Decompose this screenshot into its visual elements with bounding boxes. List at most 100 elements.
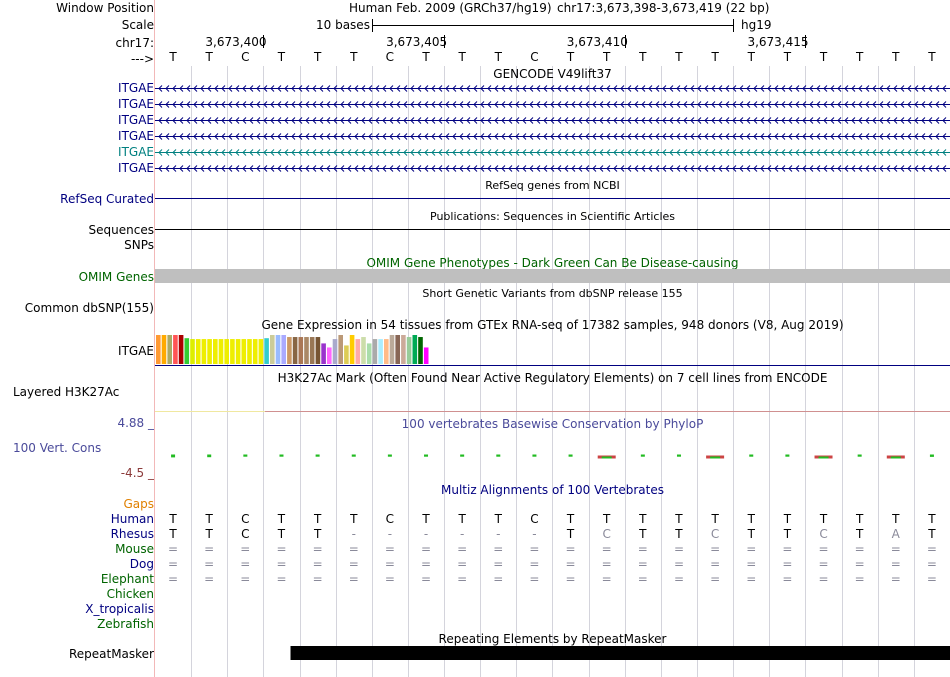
- alignment-base: =: [710, 542, 721, 556]
- gtex-tissue-bar: [406, 337, 412, 364]
- alignment-base: C: [241, 512, 250, 526]
- gtex-tissue-bar: [207, 339, 212, 364]
- base-letter: T: [747, 50, 755, 64]
- dbsnp-track-label[interactable]: Common dbSNP(155): [24, 301, 154, 315]
- gtex-tissue-bar: [156, 335, 161, 364]
- gencode-label-3[interactable]: ITGAE: [118, 113, 154, 127]
- base-letter: T: [892, 50, 900, 64]
- gencode-track-title[interactable]: GENCODE V49lift37: [493, 67, 612, 81]
- gtex-tissue-bar: [218, 339, 224, 364]
- gencode-label-1[interactable]: ITGAE: [118, 81, 154, 95]
- alignment-base: C: [819, 527, 828, 541]
- snps-label[interactable]: SNPs: [124, 238, 154, 252]
- alignment-base: T: [783, 527, 792, 541]
- phylop-track-label[interactable]: 100 Vert. Cons: [13, 441, 102, 455]
- track-label-column: Window Position Scale chr17: ---> ITGAE …: [0, 0, 154, 677]
- track-data-area[interactable]: Human Feb. 2009 (GRCh37/hg19) chr17:3,67…: [155, 0, 950, 677]
- alignment-base: T: [422, 512, 430, 526]
- alignment-base: T: [458, 512, 466, 526]
- gtex-tissue-bar: [332, 339, 338, 364]
- base-letter: T: [603, 50, 611, 64]
- gtex-tissue-bar: [281, 335, 286, 364]
- phylop-score-mark: [496, 454, 501, 457]
- omim-track-title[interactable]: OMIM Gene Phenotypes - Dark Green Can Be…: [366, 256, 739, 270]
- alignment-base: T: [855, 512, 864, 526]
- phylop-track-title[interactable]: 100 vertebrates Basewise Conservation by…: [401, 417, 704, 431]
- refseq-track-title[interactable]: RefSeq genes from NCBI: [485, 179, 620, 192]
- alignment-base: T: [169, 527, 177, 541]
- gencode-strand-arrows: [158, 149, 947, 156]
- alignment-base: T: [783, 512, 792, 526]
- publications-track-label[interactable]: Sequences: [88, 223, 154, 237]
- phylop-score-mark: [601, 456, 612, 459]
- alignment-base: C: [385, 512, 395, 526]
- phylop-score-mark: [315, 454, 320, 457]
- gtex-track-title[interactable]: Gene Expression in 54 tissues from GTEx …: [261, 318, 844, 332]
- alignment-base: T: [205, 527, 213, 541]
- alignment-base: =: [746, 572, 757, 586]
- phylop-score-mark: [460, 454, 465, 457]
- alignment-base: =: [312, 542, 323, 556]
- repeatmasker-track-title[interactable]: Repeating Elements by RepeatMasker: [438, 632, 667, 646]
- h3k27ac-track-label[interactable]: Layered H3K27Ac: [13, 385, 120, 399]
- gtex-tissue-bar: [327, 347, 332, 364]
- gencode-strand-arrows: [158, 165, 947, 172]
- base-letter: C: [241, 50, 250, 64]
- phylop-score-mark: [207, 454, 212, 458]
- species-label-elephant: Elephant: [100, 572, 154, 586]
- alignment-base: =: [818, 557, 829, 571]
- alignment-base: =: [926, 572, 937, 586]
- base-letter: T: [675, 50, 683, 64]
- gtex-tissue-bar: [201, 339, 207, 364]
- gtex-tissue-bar: [264, 338, 269, 364]
- phylop-score-mark: [676, 454, 681, 457]
- alignment-base: =: [565, 572, 576, 586]
- track-graphics: [155, 19, 950, 660]
- repeatmasker-track-label[interactable]: RepeatMasker: [68, 647, 154, 661]
- gtex-tissue-bar: [344, 345, 349, 364]
- dbsnp-track-title[interactable]: Short Genetic Variants from dbSNP releas…: [422, 287, 683, 300]
- h3k27ac-track-title[interactable]: H3K27Ac Mark (Often Found Near Active Re…: [277, 371, 828, 385]
- phylop-score-mark: [749, 454, 754, 457]
- alignment-base: T: [819, 512, 828, 526]
- gtex-tissue-bar: [252, 339, 258, 364]
- gtex-tissue-bar: [230, 339, 235, 364]
- gtex-tissue-bar: [372, 339, 378, 364]
- phylop-score-mark: [351, 454, 356, 457]
- gtex-tissue-bar: [418, 337, 423, 364]
- omim-track-label[interactable]: OMIM Genes: [78, 270, 154, 284]
- alignment-base: T: [566, 512, 575, 526]
- ruler-tick-label: 3,673,410: [566, 35, 628, 49]
- alignment-base: =: [854, 542, 865, 556]
- alignment-base: C: [241, 527, 250, 541]
- alignment-base: -: [351, 527, 356, 541]
- alignment-base: =: [240, 557, 251, 571]
- ruler-tick-label: 3,673,405: [386, 35, 448, 49]
- alignment-base: =: [673, 557, 684, 571]
- gencode-label-6[interactable]: ITGAE: [118, 161, 154, 175]
- alignment-base: T: [205, 512, 213, 526]
- phylop-ymin-label: -4.5 _: [120, 466, 154, 480]
- base-letter: T: [928, 50, 936, 64]
- gtex-tissue-bar: [241, 339, 247, 364]
- base-letter: T: [313, 50, 322, 64]
- refseq-track-label[interactable]: RefSeq Curated: [60, 192, 154, 206]
- ruler-tick-label: 3,673,400: [205, 35, 267, 49]
- gencode-label-2[interactable]: ITGAE: [118, 97, 154, 111]
- alignment-base: -: [423, 527, 429, 541]
- repeatmasker-element-block: [290, 646, 950, 660]
- multiz-track-title[interactable]: Multiz Alignments of 100 Vertebrates: [440, 483, 665, 497]
- gencode-label-4[interactable]: ITGAE: [118, 129, 154, 143]
- alignment-base: =: [818, 542, 829, 556]
- gtex-tissue-bar: [338, 335, 343, 364]
- gtex-track-label[interactable]: ITGAE: [118, 344, 154, 358]
- alignment-base: C: [710, 527, 720, 541]
- alignment-base: =: [710, 572, 721, 586]
- gencode-label-5[interactable]: ITGAE: [118, 145, 154, 159]
- phylop-ymax-label: 4.88 _: [117, 416, 154, 430]
- alignment-base: =: [529, 557, 540, 571]
- alignment-base: T: [277, 512, 286, 526]
- publications-track-title[interactable]: Publications: Sequences in Scientific Ar…: [430, 210, 675, 223]
- alignment-base: T: [928, 527, 936, 541]
